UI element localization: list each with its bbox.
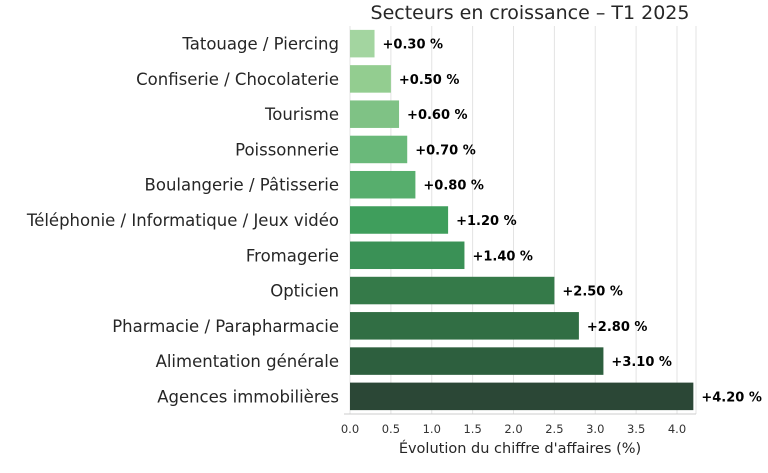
category-labels: Tatouage / Piercing Confiserie / Chocolat…: [26, 35, 339, 407]
category-label: Alimentation générale: [156, 352, 339, 371]
category-label: Pharmacie / Parapharmacie: [112, 317, 339, 336]
category-label: Agences immobilières: [157, 387, 339, 406]
x-tick-label: 3.0: [586, 422, 604, 436]
bar: [350, 382, 694, 411]
value-label: +2.50 %: [562, 285, 623, 300]
bar: [350, 241, 465, 270]
x-tick-label: 0.5: [382, 422, 400, 436]
bar: [350, 206, 449, 234]
value-label: +0.30 %: [383, 38, 444, 53]
value-label: +0.50 %: [399, 73, 460, 88]
value-label: +0.60 %: [407, 108, 468, 123]
bar: [350, 170, 416, 199]
value-label: +1.40 %: [472, 249, 533, 264]
x-tick-label: 3.5: [627, 422, 645, 436]
x-tick-label: 0.0: [341, 422, 359, 436]
bars-group: [350, 29, 694, 411]
value-label: +3.10 %: [611, 355, 672, 370]
x-tick-label: 1.5: [463, 422, 481, 436]
category-label: Téléphonie / Informatique / Jeux vidéo: [26, 211, 339, 230]
category-label: Boulangerie / Pâtisserie: [145, 176, 339, 195]
category-label: Fromagerie: [246, 246, 339, 265]
bar: [350, 312, 579, 340]
value-label: +0.80 %: [423, 179, 484, 194]
category-label: Opticien: [270, 282, 339, 301]
category-label: Poissonnerie: [235, 140, 339, 159]
category-label: Confiserie / Chocolaterie: [136, 70, 339, 89]
x-tick-label: 2.0: [504, 422, 522, 436]
bar: [350, 276, 555, 305]
value-label: +2.80 %: [587, 320, 648, 335]
x-tick-label: 2.5: [545, 422, 563, 436]
chart-title: Secteurs en croissance – T1 2025: [371, 2, 690, 24]
bar: [350, 29, 375, 58]
x-axis-label: Évolution du chiffre d'affaires (%): [399, 440, 641, 457]
value-labels: +0.30 % +0.50 % +0.60 % +0.70 % +0.80 % +1.20…: [383, 38, 762, 406]
category-label: Tatouage / Piercing: [181, 35, 339, 54]
value-label: +0.70 %: [415, 143, 476, 158]
bar: [350, 65, 391, 93]
value-label: +1.20 %: [456, 214, 517, 229]
bar: [350, 100, 400, 128]
bar: [350, 135, 408, 164]
category-label: Tourisme: [264, 105, 339, 124]
value-label: +4.20 %: [701, 390, 762, 405]
x-tick-label: 1.0: [423, 422, 441, 436]
x-tick-labels: 0.0 0.5 1.0 1.5 2.0 2.5 3.0 3.5 4.0: [341, 422, 686, 436]
bar: [350, 347, 604, 375]
x-tick-label: 4.0: [668, 422, 686, 436]
